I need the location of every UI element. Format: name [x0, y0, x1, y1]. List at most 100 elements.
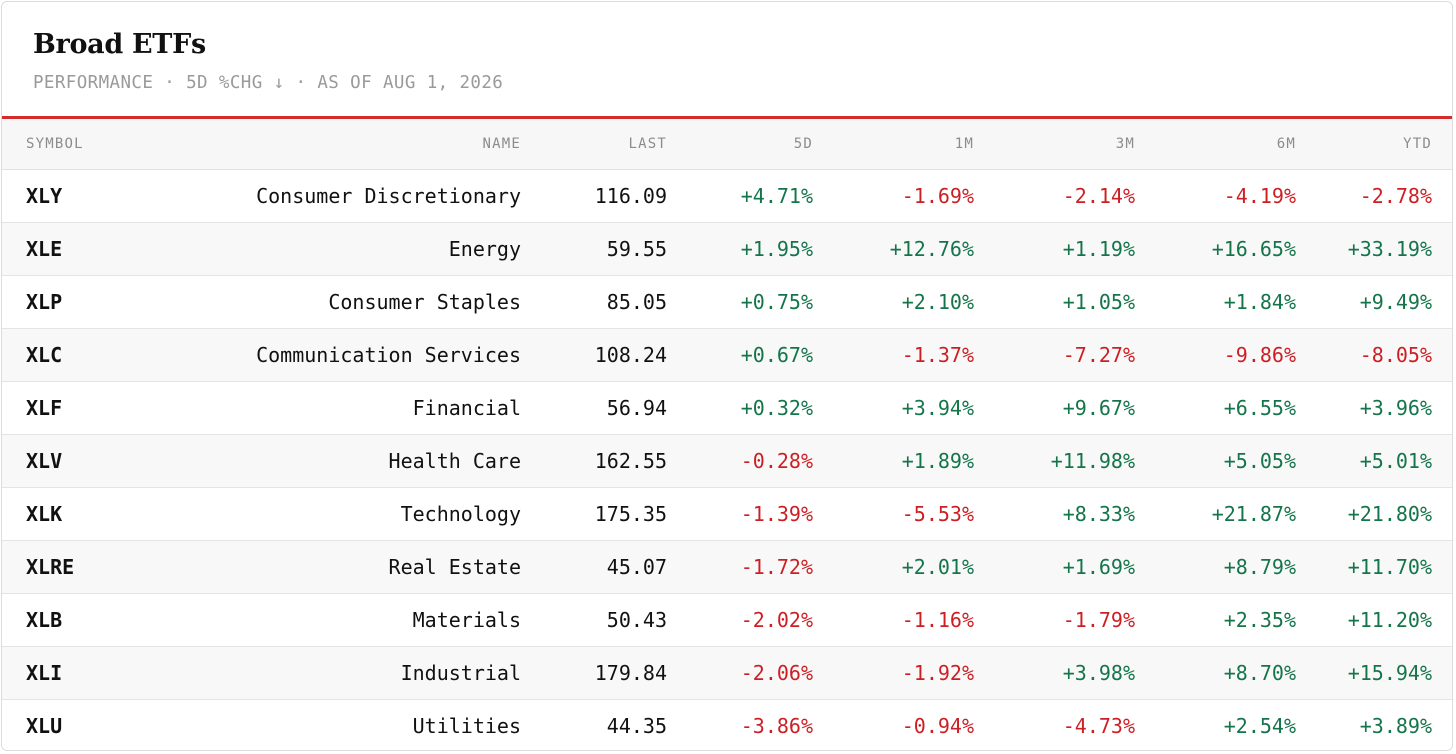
- cell-last: 175.35: [522, 487, 668, 541]
- table-row[interactable]: XLE Energy 59.55 +1.95% +12.76% +1.19% +16.65%…: [2, 222, 1452, 276]
- cell-symbol: XLP: [2, 275, 157, 329]
- cell-6m: -9.86%: [1136, 328, 1297, 382]
- cell-6m: +2.54%: [1136, 699, 1297, 750]
- etf-table: SYMBOL NAME LAST 5D 1M 3M 6M YTD XLY Cons…: [2, 119, 1452, 750]
- cell-last: 44.35: [522, 699, 668, 750]
- column-header-6m[interactable]: 6M: [1136, 119, 1297, 170]
- cell-symbol: XLF: [2, 381, 157, 435]
- cell-3m: +1.19%: [975, 222, 1136, 276]
- table-row[interactable]: XLRE Real Estate 45.07 -1.72% +2.01% +1.69% +8…: [2, 540, 1452, 594]
- table-row[interactable]: XLB Materials 50.43 -2.02% -1.16% -1.79% +2.35…: [2, 593, 1452, 647]
- cell-1m: -1.92%: [814, 646, 975, 700]
- cell-last: 179.84: [522, 646, 668, 700]
- cell-ytd: +15.94%: [1297, 646, 1452, 700]
- cell-3m: -2.14%: [975, 169, 1136, 223]
- cell-5d: -1.72%: [668, 540, 814, 594]
- card-header: Broad ETFs PERFORMANCE · 5D %CHG ↓ · AS …: [2, 2, 1452, 119]
- cell-1m: +12.76%: [814, 222, 975, 276]
- cell-name: Materials: [157, 593, 522, 647]
- cell-ytd: -8.05%: [1297, 328, 1452, 382]
- cell-6m: +2.35%: [1136, 593, 1297, 647]
- cell-3m: -7.27%: [975, 328, 1136, 382]
- cell-1m: +3.94%: [814, 381, 975, 435]
- column-header-name[interactable]: NAME: [157, 119, 522, 170]
- cell-6m: +21.87%: [1136, 487, 1297, 541]
- cell-ytd: +3.96%: [1297, 381, 1452, 435]
- table-header-row: SYMBOL NAME LAST 5D 1M 3M 6M YTD: [2, 119, 1452, 170]
- cell-1m: +1.89%: [814, 434, 975, 488]
- cell-symbol: XLU: [2, 699, 157, 750]
- cell-name: Utilities: [157, 699, 522, 750]
- column-header-3m[interactable]: 3M: [975, 119, 1136, 170]
- column-header-symbol[interactable]: SYMBOL: [2, 119, 157, 170]
- table-row[interactable]: XLK Technology 175.35 -1.39% -5.53% +8.33% +21…: [2, 487, 1452, 541]
- cell-3m: -1.79%: [975, 593, 1136, 647]
- cell-3m: +9.67%: [975, 381, 1136, 435]
- cell-6m: +16.65%: [1136, 222, 1297, 276]
- cell-3m: -4.73%: [975, 699, 1136, 750]
- cell-last: 59.55: [522, 222, 668, 276]
- cell-name: Financial: [157, 381, 522, 435]
- column-header-ytd[interactable]: YTD: [1297, 119, 1452, 170]
- cell-6m: +8.79%: [1136, 540, 1297, 594]
- cell-1m: +2.10%: [814, 275, 975, 329]
- cell-6m: +5.05%: [1136, 434, 1297, 488]
- cell-name: Technology: [157, 487, 522, 541]
- card-subtitle: PERFORMANCE · 5D %CHG ↓ · AS OF AUG 1, 2…: [33, 73, 504, 93]
- cell-ytd: -2.78%: [1297, 169, 1452, 223]
- cell-5d: -0.28%: [668, 434, 814, 488]
- cell-3m: +1.05%: [975, 275, 1136, 329]
- cell-symbol: XLY: [2, 169, 157, 223]
- table-row[interactable]: XLY Consumer Discretionary 116.09 +4.71% -1.…: [2, 169, 1452, 223]
- cell-last: 56.94: [522, 381, 668, 435]
- cell-ytd: +11.70%: [1297, 540, 1452, 594]
- cell-name: Health Care: [157, 434, 522, 488]
- cell-symbol: XLB: [2, 593, 157, 647]
- cell-name: Industrial: [157, 646, 522, 700]
- table-row[interactable]: XLP Consumer Staples 85.05 +0.75% +2.10% +1.0…: [2, 275, 1452, 329]
- cell-6m: +1.84%: [1136, 275, 1297, 329]
- cell-symbol: XLV: [2, 434, 157, 488]
- cell-name: Energy: [157, 222, 522, 276]
- cell-5d: +0.32%: [668, 381, 814, 435]
- cell-name: Real Estate: [157, 540, 522, 594]
- cell-ytd: +9.49%: [1297, 275, 1452, 329]
- cell-last: 45.07: [522, 540, 668, 594]
- column-header-last[interactable]: LAST: [522, 119, 668, 170]
- column-header-5d[interactable]: 5D: [668, 119, 814, 170]
- cell-symbol: XLC: [2, 328, 157, 382]
- cell-5d: +1.95%: [668, 222, 814, 276]
- cell-name: Consumer Discretionary: [157, 169, 522, 223]
- table-row[interactable]: XLC Communication Services 108.24 +0.67% -1.…: [2, 328, 1452, 382]
- cell-3m: +3.98%: [975, 646, 1136, 700]
- cell-name: Communication Services: [157, 328, 522, 382]
- cell-symbol: XLRE: [2, 540, 157, 594]
- cell-5d: -3.86%: [668, 699, 814, 750]
- cell-5d: -2.06%: [668, 646, 814, 700]
- column-header-1m[interactable]: 1M: [814, 119, 975, 170]
- cell-last: 162.55: [522, 434, 668, 488]
- cell-1m: -1.37%: [814, 328, 975, 382]
- table-row[interactable]: XLI Industrial 179.84 -2.06% -1.92% +3.98% +8.…: [2, 646, 1452, 700]
- cell-6m: -4.19%: [1136, 169, 1297, 223]
- cell-5d: +4.71%: [668, 169, 814, 223]
- cell-ytd: +11.20%: [1297, 593, 1452, 647]
- cell-symbol: XLE: [2, 222, 157, 276]
- cell-last: 108.24: [522, 328, 668, 382]
- cell-name: Consumer Staples: [157, 275, 522, 329]
- cell-last: 50.43: [522, 593, 668, 647]
- table-row[interactable]: XLF Financial 56.94 +0.32% +3.94% +9.67% +6.55…: [2, 381, 1452, 435]
- cell-1m: +2.01%: [814, 540, 975, 594]
- table-row[interactable]: XLU Utilities 44.35 -3.86% -0.94% -4.73% +2.54…: [2, 699, 1452, 750]
- cell-ytd: +21.80%: [1297, 487, 1452, 541]
- cell-5d: +0.75%: [668, 275, 814, 329]
- card-title: Broad ETFs: [33, 29, 206, 60]
- cell-5d: -2.02%: [668, 593, 814, 647]
- cell-6m: +6.55%: [1136, 381, 1297, 435]
- cell-1m: -1.16%: [814, 593, 975, 647]
- cell-3m: +11.98%: [975, 434, 1136, 488]
- table-row[interactable]: XLV Health Care 162.55 -0.28% +1.89% +11.98% +…: [2, 434, 1452, 488]
- cell-5d: +0.67%: [668, 328, 814, 382]
- cell-symbol: XLI: [2, 646, 157, 700]
